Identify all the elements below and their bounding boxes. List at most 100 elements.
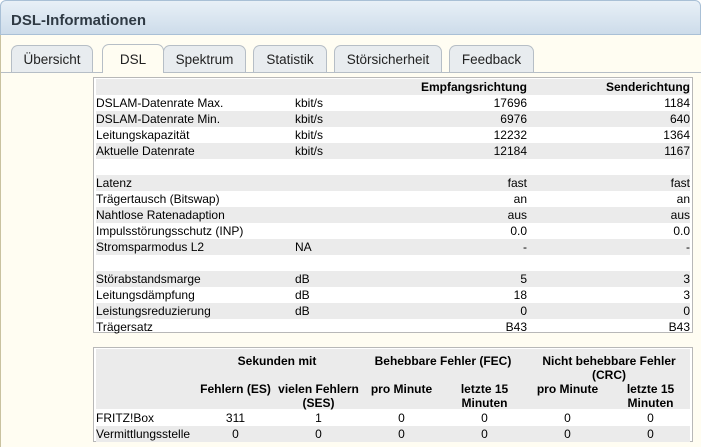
cell-fec-min: 0	[398, 427, 405, 441]
row-value-up: 0	[683, 304, 690, 318]
tab-label: DSL	[119, 51, 147, 67]
row-unit: kbit/s	[295, 144, 324, 158]
tab-feedback[interactable]: Feedback	[449, 45, 534, 72]
group-header-crc: Nicht behebbare Fehler (CRC)	[542, 354, 676, 382]
table-row: Nahtlose Ratenadaption aus aus	[96, 207, 690, 223]
cell-es: 0	[232, 427, 239, 441]
row-value-down: -	[523, 240, 527, 254]
row-label-vermittlungsstelle: Vermittlungsstelle	[96, 427, 191, 441]
row-value-up: 1364	[663, 128, 690, 142]
table-header-row: Empfangsrichtung Senderichtung	[96, 79, 690, 95]
cell-crc-15: 0	[647, 411, 654, 425]
row-unit: kbit/s	[295, 96, 324, 110]
table-row: Latenz fast fast	[96, 175, 690, 191]
row-label: Stromsparmodus L2	[96, 240, 205, 254]
row-unit: kbit/s	[295, 112, 324, 126]
row-value-down: aus	[507, 208, 527, 222]
row-label-fritzbox: FRITZ!Box	[96, 411, 155, 425]
row-value-up: -	[686, 240, 690, 254]
cell-fec-min: 0	[398, 411, 405, 425]
row-value-up: 3	[683, 288, 690, 302]
row-label: Trägertausch (Bitswap)	[96, 192, 220, 206]
table-header-band	[96, 349, 690, 409]
tab-stoersicherheit[interactable]: Störsicherheit	[334, 45, 442, 72]
cell-fec-15: 0	[481, 411, 488, 425]
page-title: DSL-Informationen	[11, 12, 146, 29]
subheader-fec-15-minuten: letzte 15 Minuten	[460, 382, 509, 410]
table-row: Leistungsreduzierung dB 0 0	[96, 303, 690, 319]
row-unit: dB	[295, 288, 310, 302]
cell-ses: 0	[315, 427, 322, 441]
row-value-up: fast	[670, 176, 690, 190]
row-value-up: 640	[669, 112, 690, 126]
column-header-empfang: Empfangsrichtung	[420, 80, 527, 94]
row-unit: kbit/s	[295, 128, 324, 142]
table-row: Impulsstörungsschutz (INP) 0.0 0.0	[96, 223, 690, 239]
dsl-info-table: Empfangsrichtung Senderichtung DSLAM-Dat…	[93, 77, 693, 335]
row-value-down: an	[513, 192, 527, 206]
row-value-up: 3	[683, 272, 690, 286]
table-row: Trägersatz B43 B43	[96, 319, 690, 335]
row-label: Nahtlose Ratenadaption	[96, 208, 225, 222]
row-label: DSLAM-Datenrate Min.	[96, 112, 221, 126]
row-value-down: 12232	[493, 128, 527, 142]
row-label: Aktuelle Datenrate	[96, 144, 195, 158]
row-label: Latenz	[96, 176, 133, 190]
subheader-crc-pro-minute: pro Minute	[536, 382, 599, 396]
row-label: Störabstandsmarge	[96, 272, 201, 286]
table-row: Leitungskapazität kbit/s 12232 1364	[96, 127, 690, 143]
table-row: Störabstandsmarge dB 5 3	[96, 271, 690, 287]
tab-label: Statistik	[266, 51, 314, 67]
error-statistics-table: Sekunden mit Behebbare Fehler (FEC) Nich…	[93, 347, 693, 442]
row-label: Leistungsreduzierung	[96, 304, 211, 318]
row-label: Leitungskapazität	[96, 128, 190, 142]
tab-label: Spektrum	[175, 51, 234, 67]
tab-spektrum[interactable]: Spektrum	[163, 45, 246, 72]
row-value-down: 18	[513, 288, 527, 302]
tab-statistik[interactable]: Statistik	[253, 45, 327, 72]
table-row: Stromsparmodus L2 NA - -	[96, 239, 690, 255]
table-row: DSLAM-Datenrate Max. kbit/s 17696 1184	[96, 95, 690, 111]
table-row: DSLAM-Datenrate Min. kbit/s 6976 640	[96, 111, 690, 127]
tab-dsl[interactable]: DSL	[102, 44, 164, 73]
row-value-up: an	[676, 192, 690, 206]
tab-baseline	[1, 72, 701, 73]
row-value-down: B43	[505, 320, 527, 334]
row-unit: dB	[295, 272, 310, 286]
subheader-ses: vielen Fehlern (SES)	[278, 382, 359, 410]
group-header-fec: Behebbare Fehler (FEC)	[374, 354, 512, 368]
row-value-up: aus	[670, 208, 690, 222]
tab-uebersicht[interactable]: Übersicht	[11, 45, 93, 72]
page-header: DSL-Informationen	[0, 0, 701, 35]
tab-label: Übersicht	[23, 51, 81, 67]
row-label: Impulsstörungsschutz (INP)	[96, 224, 244, 238]
row-value-down: fast	[507, 176, 527, 190]
subheader-fec-pro-minute: pro Minute	[370, 382, 433, 396]
row-unit: dB	[295, 304, 310, 318]
subheader-crc-15-minuten: letzte 15 Minuten	[626, 382, 675, 410]
row-unit: NA	[295, 240, 312, 254]
tab-label: Störsicherheit	[346, 51, 430, 67]
table-row-band	[96, 426, 690, 442]
row-value-down: 0	[520, 304, 527, 318]
subheader-es: Fehlern (ES)	[200, 382, 271, 396]
group-header-seconds: Sekunden mit	[237, 354, 317, 368]
cell-crc-min: 0	[564, 427, 571, 441]
row-label: Trägersatz	[96, 320, 153, 334]
row-value-up: 0.0	[673, 224, 690, 238]
table-row: Aktuelle Datenrate kbit/s 12184 1167	[96, 143, 690, 159]
cell-crc-min: 0	[564, 411, 571, 425]
row-value-down: 0.0	[510, 224, 527, 238]
row-value-up: 1184	[664, 96, 690, 110]
row-value-down: 5	[520, 272, 527, 286]
row-label: DSLAM-Datenrate Max.	[96, 96, 224, 110]
cell-fec-15: 0	[481, 427, 488, 441]
cell-es: 311	[225, 411, 246, 425]
row-value-up: B43	[668, 320, 690, 334]
table-row: Trägertausch (Bitswap) an an	[96, 191, 690, 207]
table-row: Leitungsdämpfung dB 18 3	[96, 287, 690, 303]
row-value-up: 1167	[664, 144, 690, 158]
row-label: Leitungsdämpfung	[96, 288, 195, 302]
content-area: Übersicht DSL Spektrum Statistik Störsic…	[0, 35, 701, 447]
row-value-down: 12184	[493, 144, 527, 158]
